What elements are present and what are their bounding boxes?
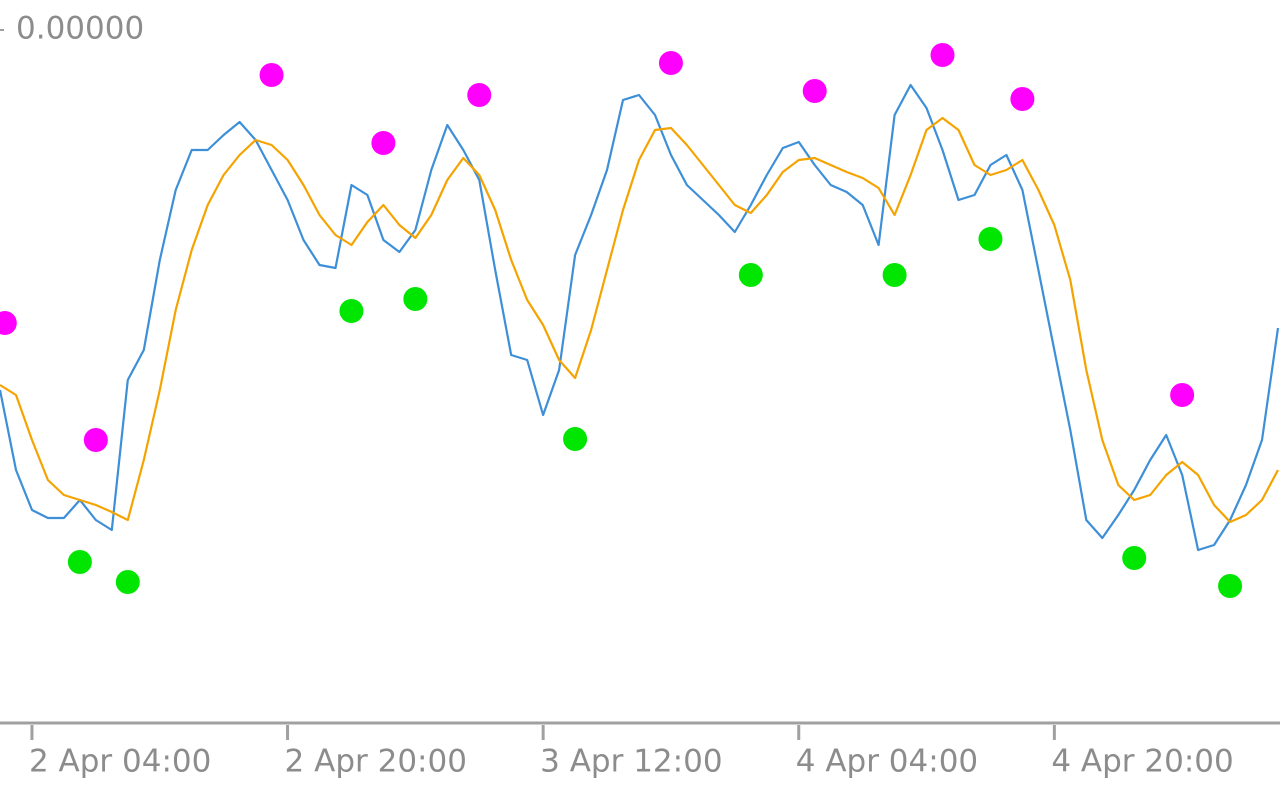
line-series	[0, 116, 1279, 524]
dot	[882, 263, 907, 287]
dot	[1122, 546, 1147, 570]
dot	[930, 43, 955, 67]
dot	[339, 299, 364, 323]
dot	[738, 263, 763, 287]
dot	[67, 550, 92, 574]
dot	[563, 427, 588, 451]
dot	[467, 83, 492, 107]
x-tick-label: 4 Apr 04:00	[796, 744, 978, 780]
dot	[1218, 574, 1243, 598]
dot	[259, 63, 284, 87]
dot	[802, 79, 827, 103]
dot	[83, 428, 108, 452]
dot	[115, 570, 140, 594]
x-tick-label: 2 Apr 04:00	[29, 744, 211, 780]
dot	[978, 227, 1003, 251]
x-tick-label: 4 Apr 20:00	[1051, 744, 1233, 780]
dot	[658, 51, 683, 75]
dot	[1170, 383, 1195, 407]
dot	[0, 311, 17, 335]
x-tick-label: 2 Apr 20:00	[285, 744, 467, 780]
x-tick-label: 3 Apr 12:00	[540, 744, 722, 780]
dot	[403, 287, 428, 311]
y-tick-label: 0.00000	[16, 11, 144, 47]
line-series	[0, 83, 1280, 552]
dot	[1010, 87, 1035, 111]
dot	[371, 131, 396, 155]
